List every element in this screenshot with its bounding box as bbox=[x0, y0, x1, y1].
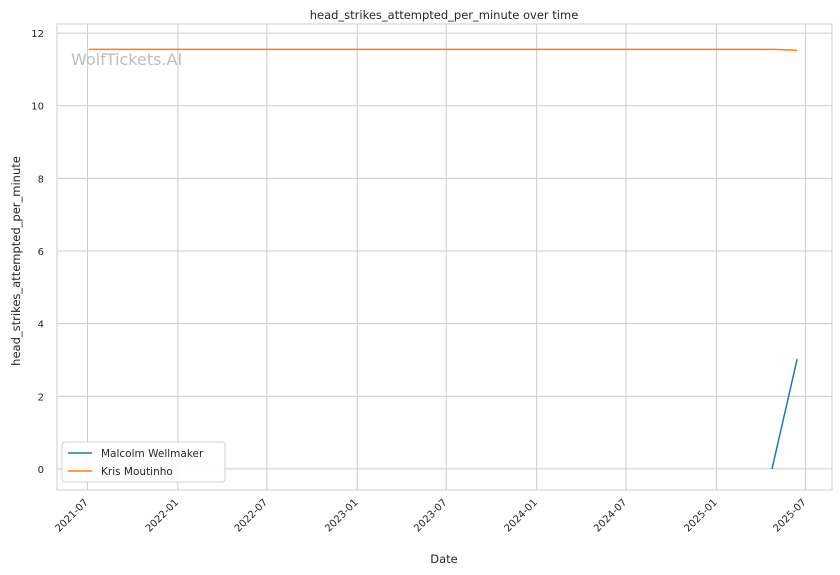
x-tick-label: 2025-07 bbox=[771, 497, 808, 534]
legend-box bbox=[61, 441, 226, 483]
x-tick-label: 2022-07 bbox=[233, 497, 270, 534]
y-tick-label: 4 bbox=[38, 320, 44, 331]
x-tick-label: 2024-01 bbox=[503, 497, 540, 534]
x-tick-labels: 2021-07 2022-01 2022-07 2023-01 2023-07 2024-… bbox=[53, 497, 808, 534]
y-tick-label: 0 bbox=[38, 465, 44, 476]
legend-label-kris-moutinho: Kris Moutinho bbox=[101, 466, 173, 478]
grid bbox=[57, 24, 832, 490]
y-tick-label: 6 bbox=[38, 247, 44, 258]
x-axis-label: Date bbox=[430, 552, 458, 566]
y-axis-label: head_strikes_attempted_per_minute bbox=[9, 156, 23, 366]
x-tick-label: 2022-01 bbox=[144, 497, 181, 534]
legend-label-malcolm-wellmaker: Malcolm Wellmaker bbox=[101, 448, 204, 460]
y-tick-label: 12 bbox=[31, 29, 44, 40]
x-tick-label: 2025-01 bbox=[682, 497, 719, 534]
plot-frame bbox=[56, 23, 833, 491]
x-tick-label: 2023-07 bbox=[412, 497, 449, 534]
y-tick-labels: 0 2 4 6 8 10 12 bbox=[31, 29, 44, 476]
series-line-malcolm-wellmaker bbox=[771, 359, 798, 470]
x-tick-label: 2024-07 bbox=[592, 497, 629, 534]
chart-title: head_strikes_attempted_per_minute over t… bbox=[310, 8, 579, 22]
x-tick-label: 2021-07 bbox=[53, 497, 90, 534]
series-line-kris-moutinho bbox=[88, 48, 798, 51]
x-tick-label: 2023-01 bbox=[323, 497, 360, 534]
y-tick-label: 8 bbox=[38, 174, 44, 185]
watermark: WolfTickets.AI bbox=[71, 50, 182, 69]
y-tick-label: 10 bbox=[31, 102, 44, 113]
legend: Malcolm Wellmaker Kris Moutinho bbox=[61, 441, 226, 483]
y-tick-label: 2 bbox=[38, 392, 44, 403]
series-lines bbox=[88, 48, 798, 470]
